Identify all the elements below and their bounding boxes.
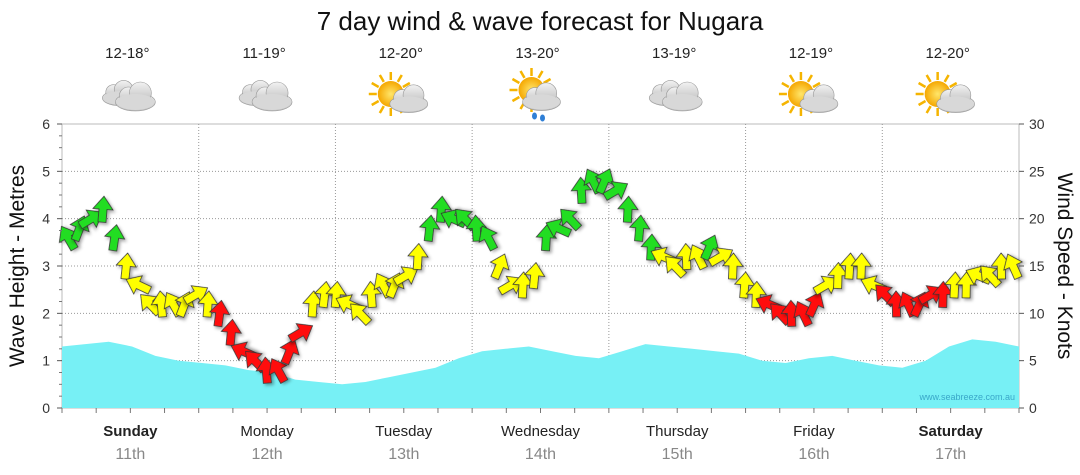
day-date: 17th (935, 446, 966, 463)
left-tick-label: 2 (42, 305, 50, 321)
left-axis-label: Wave Height - Metres (6, 165, 29, 367)
wind-arrow (722, 252, 744, 280)
wind-arrow (850, 252, 873, 280)
day-date: 15th (662, 446, 693, 463)
wind-arrow (523, 261, 546, 290)
wind-arrow (980, 265, 1003, 289)
left-tick-label: 1 (42, 353, 50, 369)
wind-arrow (812, 275, 839, 296)
right-tick-label: 25 (1029, 163, 1045, 179)
wave-height-area (62, 339, 1019, 408)
sun-shower-icon (509, 68, 561, 122)
day-date: 13th (388, 446, 419, 463)
day-name: Wednesday (501, 423, 580, 440)
wind-arrow (350, 303, 373, 326)
cloudy-icon (102, 80, 156, 112)
right-tick-label: 20 (1029, 211, 1045, 227)
day-name: Saturday (919, 423, 984, 440)
day-name: Tuesday (375, 423, 432, 440)
wind-arrow (1003, 253, 1024, 281)
day-name: Friday (793, 423, 835, 440)
wind-arrow (268, 358, 289, 384)
wind-arrow (570, 176, 593, 204)
day-temperature: 12-18° (105, 45, 149, 62)
left-axis-ticks: 0 1 2 3 4 5 6 (42, 116, 62, 416)
wind-arrow (640, 233, 663, 261)
day-name: Monday (240, 423, 294, 440)
wind-arrow (745, 280, 768, 308)
wind-arrow (77, 209, 104, 230)
right-tick-label: 5 (1029, 353, 1037, 369)
day-date: 14th (525, 446, 556, 463)
day-date: 11th (115, 446, 145, 463)
wind-arrow (125, 275, 153, 295)
left-tick-label: 0 (42, 400, 50, 416)
right-tick-label: 0 (1029, 400, 1037, 416)
left-tick-label: 6 (42, 116, 50, 132)
daily-summary: 12-18° 11-19° 12-20° 13-20° 13-19° 12-19° 12-2… (102, 45, 975, 122)
right-axis-label: Wind Speed - Knots (1053, 173, 1076, 360)
wind-arrow (804, 291, 825, 318)
wind-arrow (392, 266, 419, 287)
wind-arrow (103, 224, 126, 252)
wind-arrow (602, 181, 629, 201)
day-temperature: 12-20° (925, 45, 969, 62)
partly-sunny-icon (368, 72, 429, 116)
wind-arrow (287, 323, 314, 343)
wind-arrow (325, 280, 348, 309)
wind-arrow (407, 242, 429, 271)
left-tick-label: 3 (42, 258, 50, 274)
wind-arrow (560, 208, 583, 232)
partly-sunny-icon (915, 72, 975, 116)
day-temperature: 13-19° (652, 45, 696, 62)
wind-arrow (628, 214, 651, 242)
day-name: Thursday (646, 423, 709, 440)
wind-arrow (208, 299, 231, 328)
right-axis-ticks: 0 5 10 15 20 25 30 (61, 116, 1045, 416)
wind-arrow (279, 338, 300, 366)
cloudy-icon (648, 80, 703, 112)
wind-arrow (617, 195, 639, 223)
day-temperature: 12-20° (379, 45, 423, 62)
day-name: Sunday (103, 423, 158, 440)
wind-arrow (418, 214, 441, 242)
wind-arrow (478, 225, 499, 252)
wind-arrow (92, 195, 114, 223)
day-date: 12th (252, 446, 283, 463)
wind-arrow (220, 318, 243, 347)
chart-title: 7 day wind & wave forecast for Nugara (317, 6, 764, 36)
wind-arrow (115, 252, 138, 280)
cloudy-icon (238, 80, 293, 112)
day-labels: Sunday 11th Monday 12th Tuesday 13th Wednesday… (103, 423, 983, 463)
left-tick-label: 4 (42, 211, 50, 227)
wind-arrows (58, 168, 1024, 384)
left-tick-label: 5 (42, 163, 50, 179)
day-temperature: 12-19° (789, 45, 833, 62)
wind-arrow (489, 253, 510, 281)
credit-text: www.seabreeze.com.au (918, 392, 1015, 402)
right-tick-label: 10 (1029, 305, 1045, 321)
right-tick-label: 15 (1029, 258, 1045, 274)
right-tick-label: 30 (1029, 116, 1045, 132)
day-date: 16th (798, 446, 829, 463)
wind-arrow (665, 256, 688, 279)
partly-sunny-icon (778, 72, 839, 116)
plot-area (58, 123, 1024, 409)
day-temperature: 11-19° (242, 45, 285, 62)
day-temperature: 13-20° (515, 45, 559, 62)
wind-arrow (360, 280, 383, 309)
wind-arrow (430, 195, 453, 223)
